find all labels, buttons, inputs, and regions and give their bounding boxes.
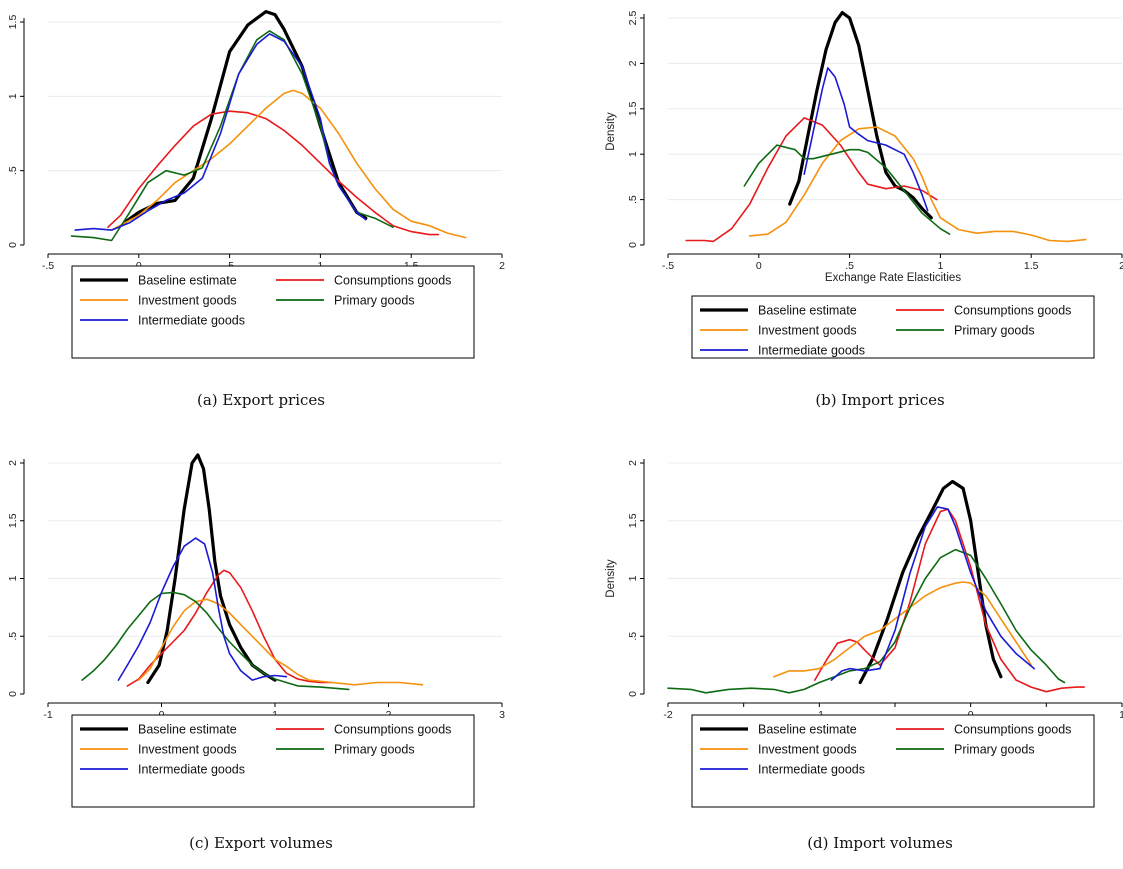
y-tick-label: 0: [627, 691, 639, 697]
x-tick-label: -.5: [42, 260, 54, 272]
series-line-intermediate-goods: [803, 67, 929, 212]
x-axis-title: Exchange Rate Elasticities: [825, 272, 961, 284]
legend-box: [71, 265, 475, 359]
legend-label: Primary goods: [954, 743, 1035, 757]
legend-label: Intermediate goods: [758, 763, 865, 777]
legend-label: Consumptions goods: [334, 723, 451, 737]
series-line-primary-goods: [81, 591, 350, 691]
series-line-baseline-estimate: [122, 10, 368, 225]
legend-label: Consumptions goods: [954, 304, 1071, 318]
legend: Baseline estimate Consumptions goods Inves…: [691, 714, 1095, 808]
legend-label: Intermediate goods: [138, 763, 245, 777]
x-tick-label: 1.5: [1024, 260, 1039, 272]
x-tick-label: -2: [663, 709, 672, 721]
y-tick-label: 2: [627, 60, 639, 66]
legend-label: Primary goods: [954, 324, 1035, 338]
x-tick-label: 3: [499, 709, 505, 721]
y-tick-label: 2: [7, 460, 19, 466]
series-line-intermediate-goods: [117, 537, 288, 681]
legend-label: Investment goods: [138, 743, 237, 757]
chart-panel-d: -2-1010.511.52Exchange Rate Elasticities…: [605, 459, 1123, 852]
y-axis-title: Density: [605, 112, 617, 151]
y-tick-label: 1: [7, 575, 19, 581]
series-line-baseline-estimate: [788, 11, 933, 220]
series-line-baseline-estimate: [146, 453, 277, 685]
series-line-investment-goods: [773, 581, 1032, 678]
y-tick-label: .5: [627, 195, 639, 204]
legend: Baseline estimate Consumptions goods Inves…: [691, 295, 1095, 359]
panel-caption: (a) Export prices: [197, 391, 325, 409]
legend: Baseline estimate Consumptions goods Inves…: [71, 265, 475, 359]
legend-label: Investment goods: [138, 294, 237, 308]
panel-caption: (b) Import prices: [815, 391, 944, 409]
legend-label: Consumptions goods: [954, 723, 1071, 737]
y-tick-label: 1.5: [627, 101, 639, 116]
series-line-primary-goods: [667, 548, 1066, 694]
series-line-baseline-estimate: [858, 479, 1003, 685]
chart-panel-c: -101230.511.52Exchange Rate Elasticities…: [7, 453, 505, 852]
legend-label: Baseline estimate: [138, 723, 237, 737]
y-tick-label: 0: [7, 691, 19, 697]
x-tick-label: 1: [1119, 709, 1123, 721]
legend-label: Primary goods: [334, 294, 415, 308]
legend-label: Baseline estimate: [138, 274, 237, 288]
y-tick-label: 0: [7, 242, 19, 248]
x-tick-label: 1: [937, 260, 943, 272]
legend-label: Baseline estimate: [758, 304, 857, 318]
x-tick-label: 0: [756, 260, 762, 272]
series-line-investment-goods: [110, 89, 467, 239]
y-tick-label: 1.5: [627, 513, 639, 528]
series-line-consumptions-goods: [107, 110, 440, 236]
y-tick-label: .5: [7, 632, 19, 641]
y-tick-label: 1: [627, 151, 639, 157]
series-line-consumptions-goods: [685, 117, 938, 243]
series-line-investment-goods: [748, 126, 1087, 243]
legend-label: Primary goods: [334, 743, 415, 757]
y-tick-label: 1.5: [7, 15, 19, 30]
panel-caption: (c) Export volumes: [189, 834, 333, 852]
series-line-investment-goods: [138, 598, 424, 686]
y-axis-title: Density: [605, 559, 617, 598]
legend-box: [691, 295, 1095, 359]
y-tick-label: .5: [627, 632, 639, 641]
series-line-consumptions-goods: [814, 508, 1085, 693]
legend-label: Baseline estimate: [758, 723, 857, 737]
series-line-consumptions-goods: [126, 569, 333, 687]
y-tick-label: 1.5: [7, 513, 19, 528]
y-tick-label: 1: [627, 575, 639, 581]
panel-caption: (d) Import volumes: [807, 834, 953, 852]
y-tick-label: .5: [7, 166, 19, 175]
y-tick-label: 2: [627, 460, 639, 466]
legend-label: Investment goods: [758, 743, 857, 757]
x-tick-label: -.5: [662, 260, 674, 272]
x-tick-label: 2: [1119, 260, 1123, 272]
x-tick-label: 2: [499, 260, 505, 272]
y-tick-label: 0: [627, 242, 639, 248]
series-line-primary-goods: [743, 144, 951, 235]
y-tick-label: 2.5: [627, 11, 639, 26]
series-line-primary-goods: [70, 30, 394, 242]
series-line-intermediate-goods: [74, 33, 367, 231]
chart-panel-b: -.5 0 .5 1 1.5 2 0 .5 1 1.5 2 2.5 Exchange Rate Elas…: [605, 11, 1123, 409]
legend-label: Intermediate goods: [138, 314, 245, 328]
legend: Baseline estimate Consumptions goods Inves…: [71, 714, 475, 808]
legend-box: [71, 714, 475, 808]
legend-label: Consumptions goods: [334, 274, 451, 288]
x-tick-label: -1: [43, 709, 52, 721]
y-tick-label: 1: [7, 93, 19, 99]
x-tick-label: .5: [845, 260, 854, 272]
legend-label: Intermediate goods: [758, 344, 865, 358]
series-line-intermediate-goods: [830, 506, 1035, 681]
legend-label: Investment goods: [758, 324, 857, 338]
legend-box: [691, 714, 1095, 808]
